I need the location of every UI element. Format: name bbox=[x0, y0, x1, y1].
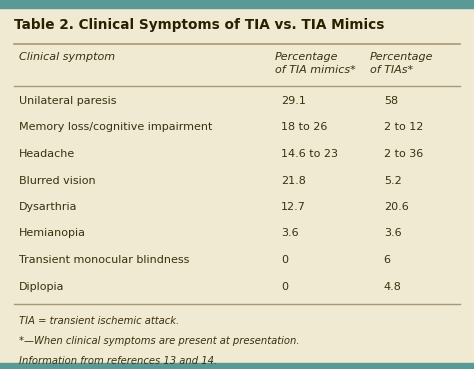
Text: 21.8: 21.8 bbox=[281, 176, 306, 186]
Text: Percentage
of TIA mimics*: Percentage of TIA mimics* bbox=[275, 52, 356, 75]
Text: Percentage
of TIAs*: Percentage of TIAs* bbox=[370, 52, 433, 75]
Text: 58: 58 bbox=[384, 96, 398, 106]
Text: Transient monocular blindness: Transient monocular blindness bbox=[19, 255, 189, 265]
Text: Hemianopia: Hemianopia bbox=[19, 228, 86, 238]
Text: Diplopia: Diplopia bbox=[19, 282, 64, 292]
Text: Memory loss/cognitive impairment: Memory loss/cognitive impairment bbox=[19, 123, 212, 132]
Text: 0: 0 bbox=[281, 255, 288, 265]
Text: Headache: Headache bbox=[19, 149, 75, 159]
Text: Clinical symptom: Clinical symptom bbox=[19, 52, 115, 62]
Text: 14.6 to 23: 14.6 to 23 bbox=[281, 149, 338, 159]
Text: 0: 0 bbox=[281, 282, 288, 292]
Bar bbox=[0, 0, 474, 8]
Text: Dysarthria: Dysarthria bbox=[19, 202, 77, 212]
Text: Unilateral paresis: Unilateral paresis bbox=[19, 96, 117, 106]
Text: 18 to 26: 18 to 26 bbox=[281, 123, 327, 132]
Text: 29.1: 29.1 bbox=[281, 96, 306, 106]
Text: Table 2. Clinical Symptoms of TIA vs. TIA Mimics: Table 2. Clinical Symptoms of TIA vs. TI… bbox=[14, 18, 384, 32]
Text: Blurred vision: Blurred vision bbox=[19, 176, 96, 186]
Text: 6: 6 bbox=[384, 255, 391, 265]
Text: 20.6: 20.6 bbox=[384, 202, 409, 212]
Text: 2 to 36: 2 to 36 bbox=[384, 149, 423, 159]
Text: 2 to 12: 2 to 12 bbox=[384, 123, 423, 132]
Text: *—When clinical symptoms are present at presentation.: *—When clinical symptoms are present at … bbox=[19, 336, 300, 346]
Text: 3.6: 3.6 bbox=[281, 228, 299, 238]
Text: Information from references 13 and 14.: Information from references 13 and 14. bbox=[19, 356, 217, 366]
Text: 3.6: 3.6 bbox=[384, 228, 401, 238]
Text: 5.2: 5.2 bbox=[384, 176, 401, 186]
Text: TIA = transient ischemic attack.: TIA = transient ischemic attack. bbox=[19, 316, 179, 326]
Bar bbox=[0, 363, 474, 369]
Text: 4.8: 4.8 bbox=[384, 282, 401, 292]
Text: 12.7: 12.7 bbox=[281, 202, 306, 212]
